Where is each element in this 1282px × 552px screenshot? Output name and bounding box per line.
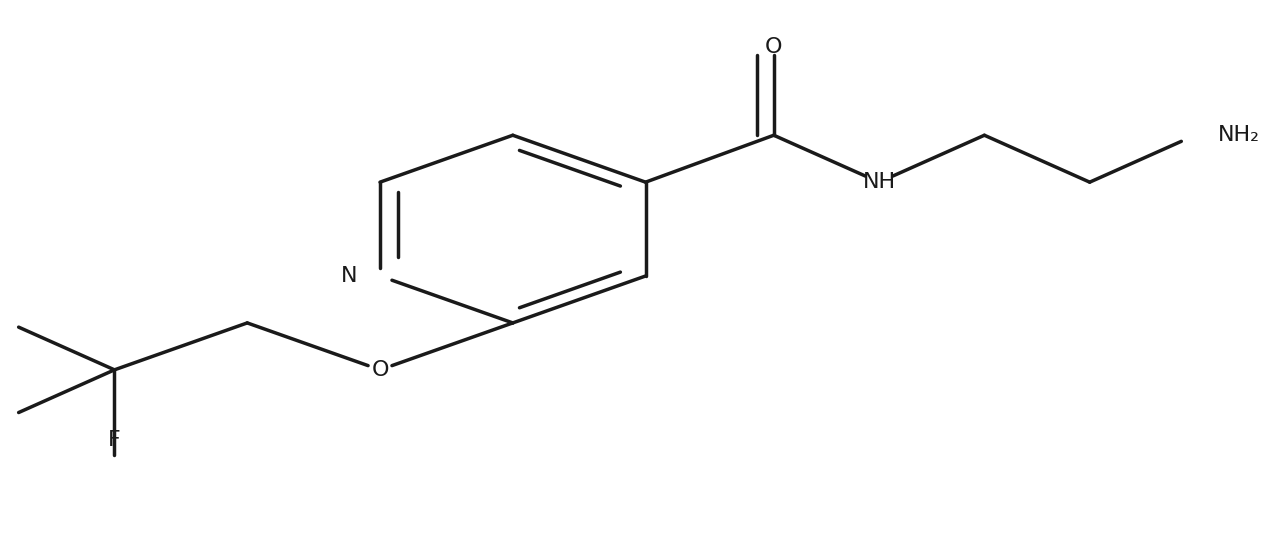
Text: NH₂: NH₂ — [1218, 125, 1260, 145]
Text: NH: NH — [863, 172, 896, 192]
Text: N: N — [341, 266, 358, 286]
Text: O: O — [372, 360, 388, 380]
Text: F: F — [108, 430, 121, 450]
Text: O: O — [765, 37, 782, 57]
